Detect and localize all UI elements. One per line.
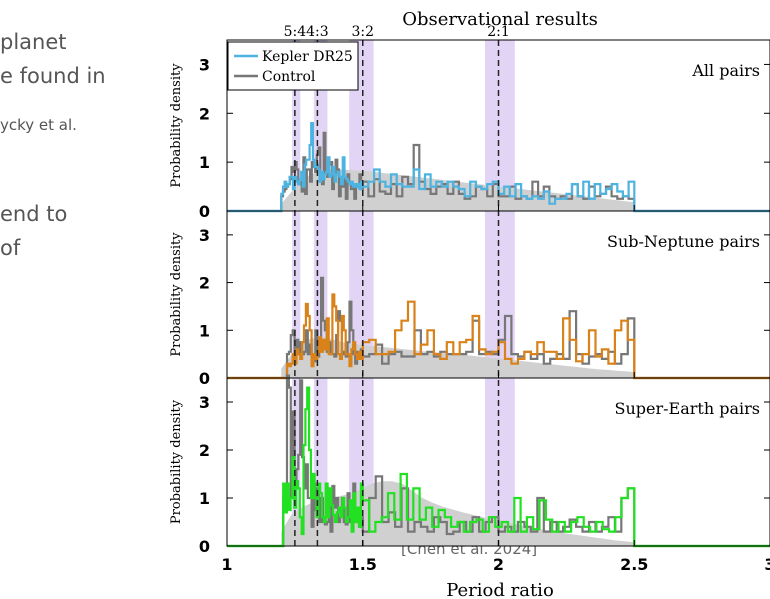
- y-axis-label: Probability density: [169, 232, 184, 357]
- slide-text-line-3: ycky et al.: [0, 116, 77, 134]
- resonance-band-3: [484, 40, 515, 546]
- resonance-band-2: [349, 40, 374, 546]
- panel-label: All pairs: [691, 61, 760, 80]
- y-tick-label: 0: [199, 202, 210, 221]
- x-tick-label: 1.5: [349, 555, 377, 574]
- resonance-band-0: [292, 40, 301, 546]
- y-tick-label: 3: [199, 393, 210, 412]
- resonance-bands: [292, 40, 515, 546]
- legend-box: [227, 41, 359, 91]
- legend-entry-1: Control: [262, 69, 316, 85]
- resonance-lines: [294, 40, 500, 546]
- legend: Kepler DR25 Control: [227, 41, 359, 91]
- resonance-label: 4:3: [306, 24, 329, 40]
- panel-2: 0 1 2 3 Super-Earth pairs Probability density: [169, 374, 770, 556]
- y-tick-label: 1: [199, 489, 210, 508]
- panel-label: Sub-Neptune pairs: [607, 232, 760, 251]
- baseline-area-1: [281, 337, 635, 378]
- panel-0: 0 1 2 3 All pairs Probability density: [169, 55, 770, 221]
- x-tick-label: 3: [764, 555, 770, 574]
- slide-text-line-5: of: [0, 236, 21, 260]
- slide-text-line-4: end to: [0, 202, 68, 226]
- slide-text-line-2: e found in: [0, 64, 106, 88]
- y-tick-label: 3: [199, 55, 210, 74]
- chart-panels: 0 1 2 3 All pairs Probability density 0 1 2 3 Sub-…: [169, 55, 770, 556]
- y-tick-label: 2: [199, 274, 210, 293]
- y-tick-label: 0: [199, 369, 210, 388]
- x-tick-label: 2: [493, 555, 504, 574]
- y-tick-label: 0: [199, 537, 210, 556]
- resonance-label: 5:4: [284, 24, 307, 40]
- x-axis-label: Period ratio: [446, 580, 554, 599]
- legend-entry-0: Kepler DR25: [262, 49, 353, 65]
- y-tick-label: 1: [199, 153, 210, 172]
- y-tick-label: 2: [199, 441, 210, 460]
- resonance-label: 3:2: [351, 24, 374, 40]
- resonance-labels: 5:4 4:3 3:2 2:1: [284, 24, 510, 40]
- y-tick-label: 1: [199, 321, 210, 340]
- x-tick-label: 1: [221, 555, 232, 574]
- panel-1: 0 1 2 3 Sub-Neptune pairs Probability density: [169, 226, 770, 388]
- slide-text-line-1: planet: [0, 30, 67, 54]
- y-axis-label: Probability density: [169, 63, 184, 188]
- y-tick-label: 2: [199, 104, 210, 123]
- chart-title: Observational results: [402, 9, 598, 30]
- resonance-label: 2:1: [487, 24, 510, 40]
- x-tick-label: 2.5: [620, 555, 648, 574]
- x-tick-labels: 1 1.5 2 2.5 3: [221, 205, 770, 574]
- y-axis-label: Probability density: [169, 399, 184, 524]
- y-tick-label: 3: [199, 226, 210, 245]
- panel-label: Super-Earth pairs: [615, 399, 760, 418]
- observed-histogram-0: [227, 122, 770, 213]
